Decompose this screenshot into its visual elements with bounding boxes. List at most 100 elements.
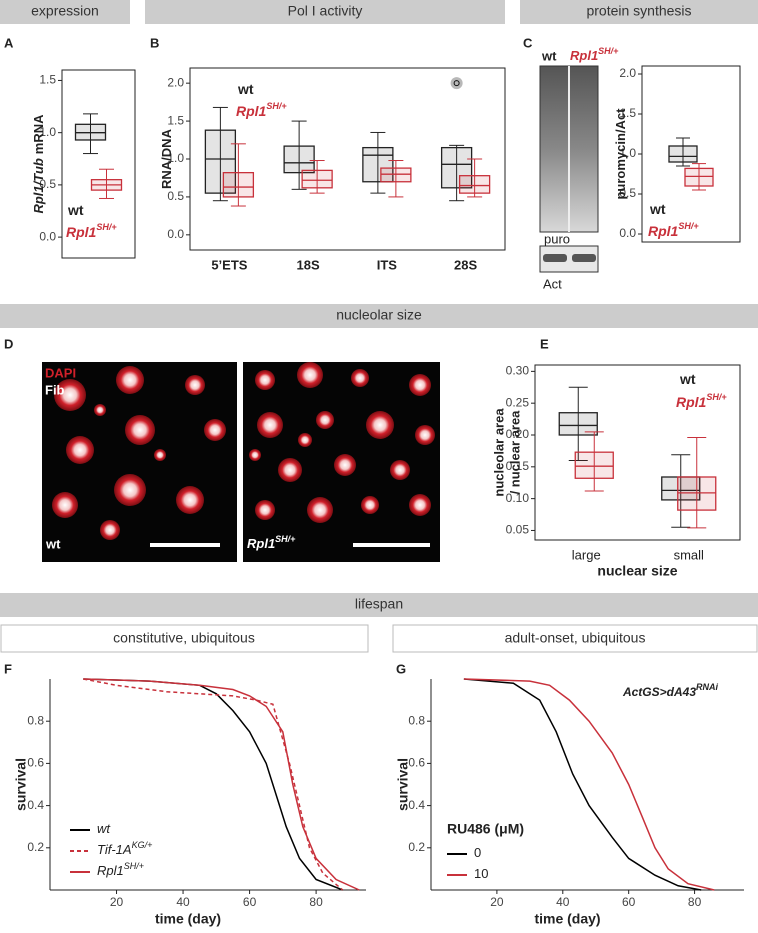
legend-name: wt — [67, 202, 84, 218]
y-tick-label: 0.5 — [167, 189, 184, 203]
legend-name: 10 — [474, 866, 488, 881]
legend-name: Rpl1 — [676, 394, 707, 410]
y-tick-label: 0.05 — [506, 523, 530, 537]
legend-name: ActGS>dA43 — [622, 685, 696, 699]
legend-sup: SH/+ — [706, 392, 727, 402]
x-axis-title: time (day) — [534, 911, 600, 927]
y-axis-title: survival — [13, 758, 29, 811]
legend-name: wt — [649, 201, 666, 217]
blot-label: Act — [543, 276, 562, 291]
outlier-ring — [453, 80, 460, 87]
y-tick-label: 0.0 — [167, 227, 184, 241]
legend-label: wt — [237, 81, 254, 97]
section-bar — [0, 593, 758, 617]
legend-label: 10 — [474, 866, 488, 881]
y-tick-label: 2.0 — [167, 75, 184, 89]
nucleus — [366, 411, 394, 439]
survival-curve — [463, 678, 715, 891]
genotype-sup: SH/+ — [275, 534, 296, 544]
box — [380, 167, 412, 183]
y-tick-label: 0.30 — [506, 364, 530, 378]
legend-label: Rpl1SH/+ — [97, 861, 144, 878]
box — [458, 175, 491, 194]
survival-curve — [83, 678, 360, 891]
x-tick-label: large — [572, 547, 601, 562]
blot-band — [543, 254, 567, 262]
nucleus — [125, 415, 155, 445]
y-axis-title: puromycin/Act — [613, 108, 628, 200]
y-axis-title: Rpl1/Tub mRNA — [31, 114, 46, 214]
nucleus — [334, 454, 356, 476]
plot-frame — [61, 69, 136, 259]
nucleus — [100, 520, 120, 540]
x-tick-label: 40 — [556, 895, 570, 909]
nucleus — [114, 474, 146, 506]
legend-sup: SH/+ — [678, 221, 699, 231]
legend-name: Tif-1A — [97, 842, 132, 857]
y-axis-title-text: mRNA — [31, 114, 46, 154]
legend-name: wt — [97, 821, 111, 836]
legend-label: wt — [67, 202, 84, 218]
panel-letter: F — [4, 661, 12, 676]
nucleus — [415, 425, 435, 445]
panel-letter: A — [4, 35, 14, 50]
subsection-box — [0, 624, 369, 653]
y-tick-label: 0.6 — [27, 756, 44, 770]
section-title: nucleolar size — [336, 307, 422, 323]
legend-name: wt — [679, 371, 696, 387]
stain-label: Fib — [45, 382, 65, 397]
legend-label: Rpl1SH/+ — [648, 221, 699, 238]
box — [574, 451, 614, 479]
nucleus — [297, 362, 323, 388]
y-tick-label: 2.0 — [619, 66, 636, 80]
subsection-title: adult-onset, ubiquitous — [505, 630, 646, 646]
nucleus — [176, 486, 204, 514]
legend-name: Rpl1 — [236, 103, 267, 119]
box — [204, 129, 237, 194]
legend-name: Rpl1 — [66, 224, 97, 240]
x-tick-label: ITS — [377, 257, 398, 272]
y-tick-label: 0.5 — [39, 177, 56, 191]
image-label: Rpl1SH/+ — [247, 534, 296, 551]
x-tick-label: small — [674, 547, 704, 562]
section-title: Pol I activity — [288, 3, 363, 19]
plot-frame — [534, 364, 741, 541]
legend-label: 0 — [474, 845, 481, 860]
section-title: expression — [31, 3, 99, 19]
y-tick-label: 1.0 — [39, 125, 56, 139]
stain-label: DAPI — [45, 365, 76, 380]
y-tick-label: 1.0 — [619, 146, 636, 160]
y-tick-label: 0.10 — [506, 491, 530, 505]
legend-label: Rpl1SH/+ — [676, 392, 727, 409]
y-axis-title-text: RNA/DNA — [159, 128, 174, 189]
legend-label: wt — [679, 371, 696, 387]
x-tick-label: 80 — [309, 895, 323, 909]
legend-label: Rpl1SH/+ — [66, 222, 117, 239]
legend-label: Rpl1SH/+ — [236, 101, 287, 118]
y-axis-title: RNA/DNA — [159, 128, 174, 189]
section-title: protein synthesis — [586, 3, 691, 19]
box — [222, 171, 255, 198]
nucleus — [257, 412, 283, 438]
y-tick-label: 1.5 — [39, 73, 56, 87]
box — [301, 169, 333, 189]
legend-sup: RNAi — [696, 682, 718, 692]
nucleus — [54, 379, 86, 411]
box — [283, 145, 315, 174]
nucleus — [409, 494, 431, 516]
subsection-title: constitutive, ubiquitous — [113, 630, 255, 646]
x-tick-label: 20 — [490, 895, 504, 909]
legend-title: RU486 (μM) — [447, 821, 524, 837]
y-axis-title: survival — [395, 758, 411, 811]
box — [558, 412, 598, 436]
lane-label: Rpl1SH/+ — [570, 46, 619, 63]
x-tick-label: 5’ETS — [211, 257, 247, 272]
nucleus — [66, 436, 94, 464]
legend-label: wt — [649, 201, 666, 217]
y-tick-label: 0.8 — [27, 713, 44, 727]
section-bar — [145, 0, 505, 24]
nucleus — [409, 374, 431, 396]
legend-sup: KG/+ — [132, 840, 153, 850]
y-tick-label: 0.6 — [408, 756, 425, 770]
